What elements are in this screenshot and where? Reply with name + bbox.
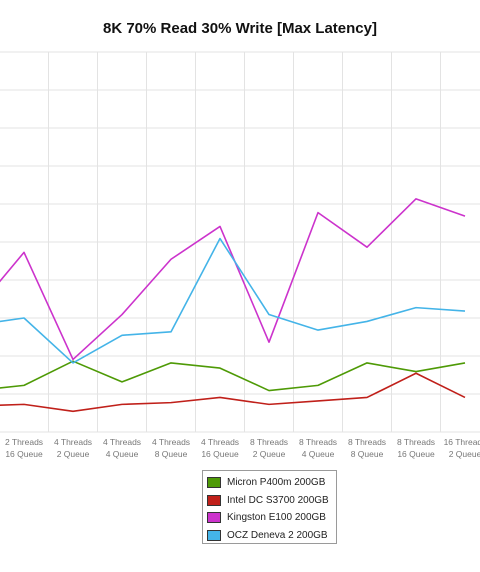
legend-item: Kingston E100 200GB [207,509,332,527]
x-tick-line-1: 4 Threads [103,437,141,447]
legend-swatch [207,512,221,524]
legend-label: Intel DC S3700 200GB [227,494,329,506]
x-tick-label: 16 Threads 2 Queue [444,437,480,459]
legend-label: Micron P400m 200GB [227,477,326,489]
legend-swatch [207,477,221,489]
series-line-2 [0,198,466,361]
x-tick-line-1: 16 Threads [444,437,480,447]
legend-item: Intel DC S3700 200GB [207,492,332,510]
x-tick-line-1: 8 Threads [250,437,288,447]
series-line-0 [0,360,466,392]
x-tick-line-1: 2 Threads [5,437,43,447]
legend-swatch [207,494,221,506]
x-tick-label: 2 Threads 16 Queue [5,437,43,459]
x-tick-line-1: 4 Threads [201,437,239,447]
x-tick-label: 8 Threads 8 Queue [348,437,386,459]
series-line-3 [0,237,466,364]
x-tick-line-2: 2 Queue [449,449,480,459]
grid [0,51,480,433]
x-tick-label: 4 Threads 4 Queue [103,437,141,459]
x-tick-line-2: 8 Queue [351,449,384,459]
x-tick-line-2: 2 Queue [253,449,286,459]
series-line-1 [0,372,466,413]
x-tick-line-1: 4 Threads [152,437,190,447]
x-tick-line-2: 16 Queue [397,449,435,459]
x-tick-line-2: 16 Queue [5,449,43,459]
x-tick-label: 8 Threads 4 Queue [299,437,337,459]
x-axis-tick-labels: 2 Threads 8 Queue 2 Threads 16 Queue 4 Threa… [5,437,480,459]
x-tick-line-1: 8 Threads [397,437,435,447]
legend-swatch [207,529,221,541]
x-tick-label: 4 Threads 2 Queue [54,437,92,459]
x-tick-line-1: 8 Threads [299,437,337,447]
series-lines [0,198,466,413]
legend-label: Kingston E100 200GB [227,512,326,524]
x-tick-line-2: 2 Queue [57,449,90,459]
x-tick-line-2: 4 Queue [302,449,335,459]
legend: Micron P400m 200GB Intel DC S3700 200GB Ki… [202,470,337,544]
x-tick-line-2: 4 Queue [106,449,139,459]
x-tick-line-1: 8 Threads [348,437,386,447]
x-tick-label: 4 Threads 16 Queue [201,437,239,459]
x-tick-label: 8 Threads 16 Queue [397,437,435,459]
x-tick-label: 4 Threads 8 Queue [152,437,190,459]
legend-item: Micron P400m 200GB [207,474,332,492]
x-tick-line-2: 16 Queue [201,449,239,459]
chart-title: 8K 70% Read 30% Write [Max Latency] [103,20,377,37]
x-tick-line-1: 4 Threads [54,437,92,447]
x-tick-line-2: 8 Queue [155,449,188,459]
x-tick-label: 8 Threads 2 Queue [250,437,288,459]
legend-item: OCZ Deneva 2 200GB [207,527,332,545]
legend-label: OCZ Deneva 2 200GB [227,529,328,541]
